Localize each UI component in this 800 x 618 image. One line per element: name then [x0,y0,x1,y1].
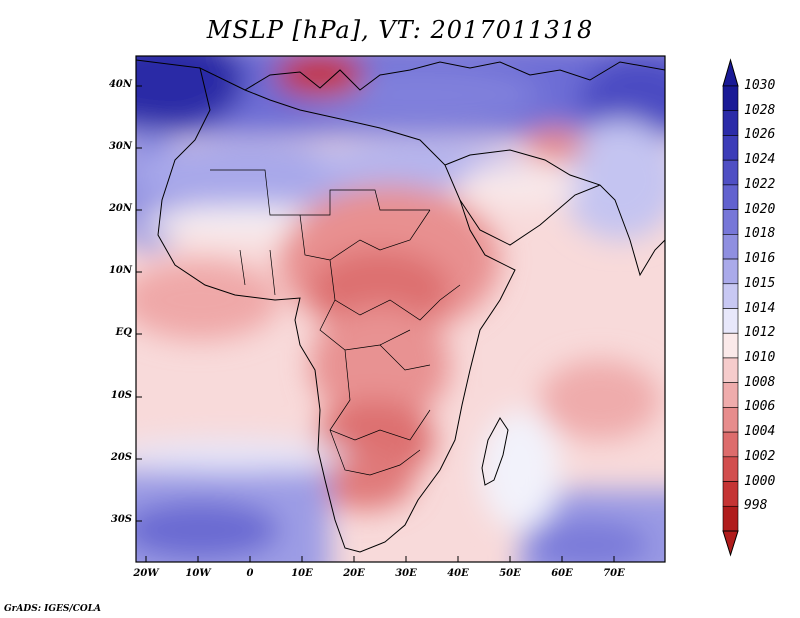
lat-label: 30N [108,141,132,152]
lon-label: 60E [551,568,573,579]
colorbar-level-label: 1015 [744,275,776,291]
colorbar-swatch [722,481,739,507]
colorbar-swatch [722,407,739,433]
pressure-field [136,56,665,562]
colorbar-top-arrow [722,58,739,87]
map-frame [135,55,666,563]
lon-label: 50E [499,568,521,579]
colorbar-level-label: 1000 [744,473,776,489]
colorbar-swatch [722,308,739,334]
lat-label: 20N [108,203,132,214]
lat-label: 30S [110,514,132,525]
colorbar-level-label: 1026 [744,127,776,143]
africa-coastline [157,67,516,553]
colorbar-swatch [722,332,739,359]
colorbar-level-label: 1012 [744,325,776,341]
colorbar-bottom-arrow [722,530,739,557]
lon-label: 70E [603,568,625,579]
colorbar-level-label: 1006 [744,399,776,415]
colorbar [722,58,739,557]
colorbar-swatch [722,382,739,408]
lon-label: 20E [343,568,365,579]
lat-label: 40N [108,79,132,90]
lat-label: EQ [115,327,132,338]
colorbar-level-label: 1008 [744,374,776,390]
colorbar-level-label: 1024 [744,152,776,168]
colorbar-level-label: 1020 [744,201,776,217]
axis-ticks [136,85,615,562]
map-title: MSLP [hPa], VT: 2017011318 [206,16,594,44]
colorbar-level-label: 1028 [744,102,776,118]
colorbar-level-label: 1010 [744,349,776,365]
colorbar-level-label: 1002 [744,448,776,464]
colorbar-swatch [722,209,739,235]
europe-coast [136,59,665,91]
colorbar-swatch [722,357,739,383]
lat-label: 10N [108,265,132,276]
colorbar-swatch [722,431,739,458]
colorbar-level-label: 1022 [744,176,776,192]
colorbar-swatch [722,283,739,309]
lon-label: 0 [246,568,254,579]
colorbar-level-label: 1018 [744,226,776,242]
colorbar-swatch [722,258,739,285]
country-borders [210,169,461,476]
lat-label: 20S [110,452,132,463]
colorbar-level-label: 1030 [744,78,776,93]
colorbar-level-label: 1016 [744,251,776,267]
colorbar-level-label: 998 [744,498,768,514]
colorbar-swatch [722,234,739,260]
colorbar-swatch [722,456,739,482]
lon-label: 30E [395,568,417,579]
colorbar-swatch [722,505,739,532]
colorbar-swatch [722,135,739,161]
colorbar-level-label: 1004 [744,424,776,440]
grads-credit: GrADS: IGES/COLA [4,604,102,614]
colorbar-swatch [722,184,739,210]
madagascar-coast [481,417,509,486]
lon-label: 10W [185,568,211,579]
colorbar-swatch [722,85,739,112]
colorbar-swatch [722,159,739,186]
lon-label: 40E [447,568,469,579]
lat-label: 10S [110,390,132,401]
arabia-coast [444,149,665,277]
coastlines [136,59,665,553]
colorbar-swatch [722,110,739,136]
lon-label: 10E [291,568,313,579]
colorbar-level-label: 1014 [744,300,776,316]
lon-label: 20W [133,568,159,579]
